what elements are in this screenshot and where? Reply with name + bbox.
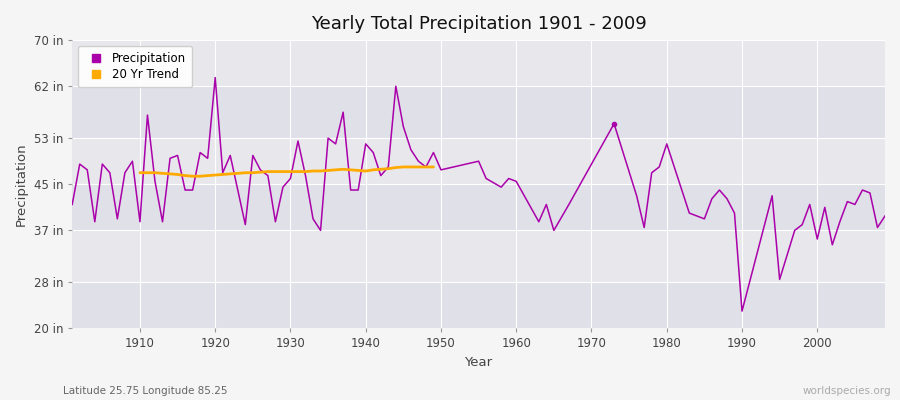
Line: Precipitation: Precipitation: [72, 78, 885, 311]
20 Yr Trend: [375, 167, 386, 172]
Text: Latitude 25.75 Longitude 85.25: Latitude 25.75 Longitude 85.25: [63, 386, 228, 396]
20 Yr Trend: [360, 169, 371, 174]
20 Yr Trend: [248, 170, 258, 175]
20 Yr Trend: [292, 169, 303, 174]
Bar: [72, 86, 885, 138]
20 Yr Trend: [300, 169, 310, 174]
20 Yr Trend: [413, 164, 424, 169]
Y-axis label: Precipitation: Precipitation: [15, 142, 28, 226]
20 Yr Trend: [338, 167, 348, 172]
20 Yr Trend: [428, 164, 439, 169]
20 Yr Trend: [165, 172, 176, 176]
Precipitation: [255, 168, 266, 172]
Precipitation: [496, 185, 507, 190]
Text: worldspecies.org: worldspecies.org: [803, 386, 891, 396]
Title: Yearly Total Precipitation 1901 - 2009: Yearly Total Precipitation 1901 - 2009: [310, 15, 646, 33]
20 Yr Trend: [308, 169, 319, 174]
Precipitation: [67, 202, 77, 207]
20 Yr Trend: [382, 166, 393, 171]
20 Yr Trend: [346, 168, 356, 172]
Precipitation: [714, 188, 724, 192]
20 Yr Trend: [232, 171, 243, 176]
20 Yr Trend: [172, 172, 183, 177]
20 Yr Trend: [368, 168, 379, 172]
Precipitation: [398, 124, 409, 129]
X-axis label: Year: Year: [464, 356, 492, 369]
20 Yr Trend: [180, 173, 191, 178]
20 Yr Trend: [323, 168, 334, 173]
20 Yr Trend: [202, 173, 213, 178]
20 Yr Trend: [255, 170, 266, 174]
20 Yr Trend: [391, 165, 401, 170]
20 Yr Trend: [240, 170, 251, 175]
20 Yr Trend: [330, 168, 341, 172]
Precipitation: [210, 75, 220, 80]
20 Yr Trend: [263, 169, 274, 174]
Precipitation: [263, 173, 274, 178]
20 Yr Trend: [270, 169, 281, 174]
20 Yr Trend: [187, 174, 198, 178]
Bar: [72, 282, 885, 328]
20 Yr Trend: [194, 174, 205, 178]
20 Yr Trend: [225, 172, 236, 176]
20 Yr Trend: [285, 169, 296, 174]
20 Yr Trend: [398, 164, 409, 169]
Precipitation: [82, 168, 93, 172]
20 Yr Trend: [149, 170, 160, 175]
20 Yr Trend: [315, 169, 326, 174]
Bar: [72, 230, 885, 282]
Legend: Precipitation, 20 Yr Trend: Precipitation, 20 Yr Trend: [78, 46, 193, 87]
Precipitation: [879, 214, 890, 218]
20 Yr Trend: [134, 170, 145, 175]
20 Yr Trend: [142, 170, 153, 175]
20 Yr Trend: [158, 171, 168, 176]
20 Yr Trend: [420, 164, 431, 169]
20 Yr Trend: [353, 168, 364, 173]
20 Yr Trend: [217, 172, 228, 177]
20 Yr Trend: [210, 173, 220, 178]
Bar: [72, 138, 885, 184]
Line: 20 Yr Trend: 20 Yr Trend: [140, 167, 434, 176]
Bar: [72, 184, 885, 230]
20 Yr Trend: [277, 169, 288, 174]
Precipitation: [736, 309, 747, 314]
20 Yr Trend: [406, 164, 417, 169]
Bar: [72, 40, 885, 86]
